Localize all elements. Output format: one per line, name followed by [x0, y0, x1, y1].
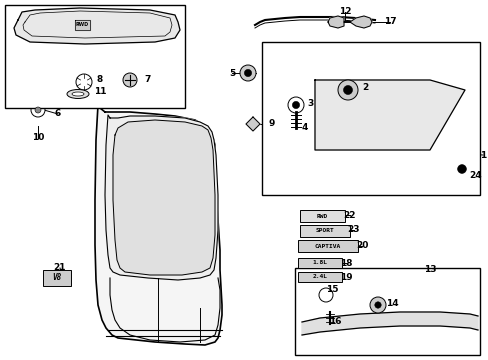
Text: 21: 21	[54, 264, 66, 273]
Bar	[297, 240, 357, 252]
Bar	[294, 268, 479, 355]
Text: 2: 2	[361, 84, 367, 93]
Text: 11: 11	[94, 87, 106, 96]
Text: 5: 5	[228, 68, 235, 77]
Polygon shape	[14, 8, 180, 44]
Text: 17: 17	[383, 18, 395, 27]
Circle shape	[240, 65, 256, 81]
Text: 8: 8	[97, 76, 103, 85]
Ellipse shape	[67, 90, 89, 99]
Bar	[297, 272, 341, 282]
Text: 3: 3	[306, 99, 312, 108]
Bar	[43, 270, 71, 286]
Text: 15: 15	[325, 285, 338, 294]
Text: 14: 14	[385, 300, 398, 309]
Text: 16: 16	[328, 318, 341, 327]
Text: 1.8L: 1.8L	[312, 261, 327, 266]
Text: V8: V8	[52, 274, 61, 283]
Text: 6: 6	[55, 109, 61, 118]
Circle shape	[35, 107, 41, 113]
Polygon shape	[105, 115, 218, 280]
Text: 20: 20	[355, 242, 367, 251]
Text: 9: 9	[268, 120, 275, 129]
Circle shape	[318, 288, 332, 302]
Text: 24: 24	[469, 171, 481, 180]
Text: 22: 22	[343, 211, 356, 220]
Polygon shape	[245, 117, 260, 131]
Ellipse shape	[72, 92, 84, 96]
Bar	[5, 5, 184, 108]
Circle shape	[292, 102, 299, 109]
Circle shape	[457, 165, 466, 174]
Text: 2.4L: 2.4L	[312, 274, 327, 279]
Polygon shape	[95, 105, 222, 345]
Polygon shape	[327, 16, 371, 28]
Bar	[299, 225, 349, 237]
Bar	[262, 42, 479, 195]
Bar	[299, 210, 345, 222]
Text: SPORT: SPORT	[315, 229, 334, 234]
Circle shape	[369, 297, 385, 313]
Circle shape	[244, 69, 251, 77]
Bar	[297, 258, 341, 268]
Text: 13: 13	[423, 266, 435, 274]
Text: 18: 18	[339, 258, 351, 267]
Text: 4: 4	[301, 123, 307, 132]
Text: RWD: RWD	[316, 213, 327, 219]
Circle shape	[450, 173, 466, 189]
Text: RWD: RWD	[75, 22, 88, 27]
Text: 19: 19	[339, 273, 351, 282]
Polygon shape	[302, 312, 477, 335]
Text: 10: 10	[32, 134, 44, 143]
Circle shape	[343, 85, 352, 94]
Circle shape	[374, 302, 381, 308]
Text: 1: 1	[479, 150, 485, 159]
Circle shape	[31, 103, 45, 117]
Polygon shape	[113, 120, 215, 275]
Text: CAPTIVA: CAPTIVA	[314, 243, 341, 248]
Circle shape	[450, 158, 472, 180]
Text: 12: 12	[338, 8, 350, 17]
Circle shape	[76, 74, 92, 90]
Circle shape	[287, 97, 304, 113]
Text: 23: 23	[347, 225, 360, 234]
Polygon shape	[75, 20, 90, 30]
Text: 7: 7	[144, 76, 151, 85]
Circle shape	[337, 80, 357, 100]
Circle shape	[123, 73, 137, 87]
Polygon shape	[314, 80, 464, 150]
